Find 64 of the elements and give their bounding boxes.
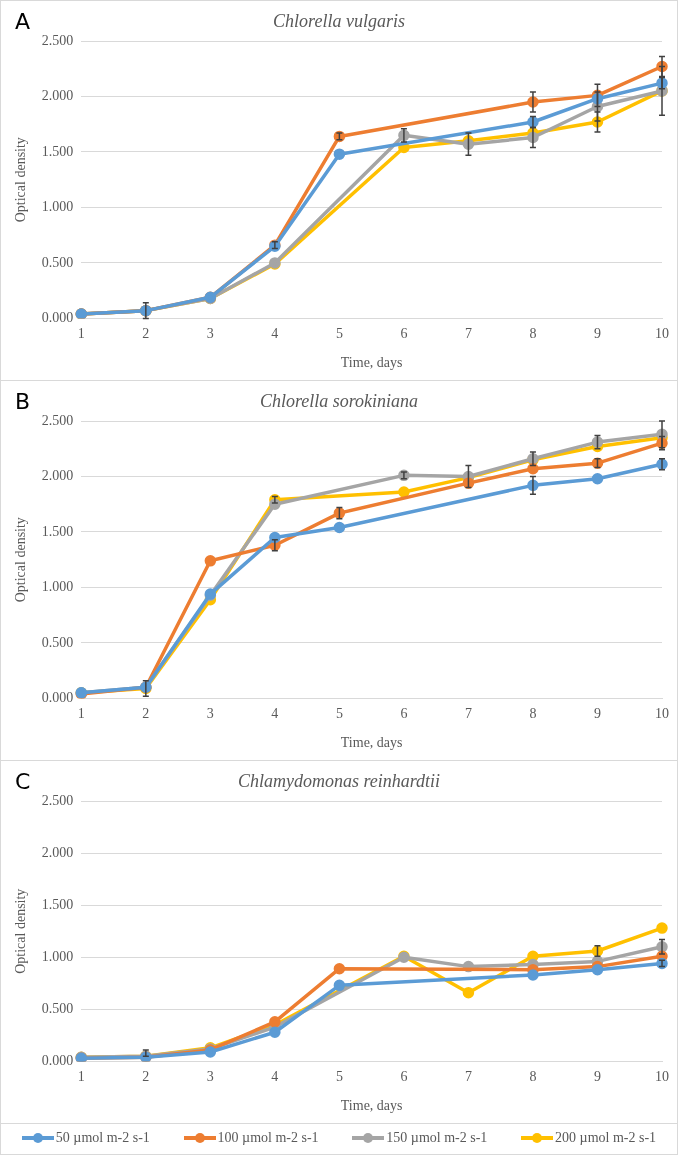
x-tick-label: 7 <box>464 706 472 722</box>
x-tick-label: 4 <box>271 326 279 342</box>
x-tick-label: 4 <box>271 706 279 722</box>
legend-label: 100 µmol m-2 s-1 <box>217 1130 319 1146</box>
y-tick-label: 1.000 <box>41 579 74 595</box>
y-tick-label: 2.500 <box>41 792 74 808</box>
x-tick-label: 1 <box>77 706 85 722</box>
x-tick-label: 5 <box>335 1069 343 1085</box>
x-tick-label: 3 <box>206 326 214 342</box>
legend-label: 150 µmol m-2 s-1 <box>386 1130 488 1146</box>
y-tick-label: 1.000 <box>41 948 74 964</box>
x-tick-label: 9 <box>593 1069 601 1085</box>
text: B <box>15 389 31 414</box>
x-tick-label: 2 <box>142 1069 150 1085</box>
x-tick-label: 2 <box>142 706 150 722</box>
x-tick-label: 2 <box>142 326 150 342</box>
y-tick-label: 1.500 <box>41 523 74 539</box>
x-tick-label: 3 <box>206 1069 214 1085</box>
y-tick-label: 0.000 <box>41 310 74 326</box>
x-axis-title: Time, days <box>340 1098 403 1114</box>
x-tick-label: 10 <box>655 706 669 722</box>
x-tick-label: 6 <box>400 326 408 342</box>
y-tick-label: 2.000 <box>41 88 74 104</box>
x-tick-label: 6 <box>400 706 408 722</box>
y-tick-label: 0.500 <box>41 254 74 270</box>
text: A <box>15 9 31 34</box>
x-tick-label: 1 <box>77 1069 85 1085</box>
chart-title: Chlorella sorokiniana <box>259 391 419 411</box>
legend-label: 200 µmol m-2 s-1 <box>555 1130 657 1146</box>
y-axis-title: Optical density <box>13 517 29 603</box>
y-tick-label: 1.500 <box>41 896 74 912</box>
x-tick-label: 7 <box>464 1069 472 1085</box>
x-tick-label: 9 <box>593 706 601 722</box>
x-tick-label: 8 <box>529 1069 537 1085</box>
y-axis-title: Optical density <box>13 137 29 223</box>
y-tick-label: 0.500 <box>41 1000 74 1016</box>
y-tick-label: 1.500 <box>41 143 74 159</box>
y-tick-label: 2.000 <box>41 844 74 860</box>
x-tick-label: 9 <box>593 326 601 342</box>
y-tick-label: 0.000 <box>41 1053 74 1069</box>
x-tick-label: 7 <box>464 326 472 342</box>
x-tick-label: 4 <box>271 1069 279 1085</box>
y-tick-label: 0.000 <box>41 690 74 706</box>
x-tick-label: 6 <box>400 1069 408 1085</box>
x-tick-label: 5 <box>335 706 343 722</box>
x-axis-title: Time, days <box>340 735 403 751</box>
x-tick-label: 10 <box>655 1069 669 1085</box>
x-tick-label: 1 <box>77 326 85 342</box>
y-tick-label: 2.000 <box>41 468 74 484</box>
legend-label: 50 µmol m-2 s-1 <box>55 1130 150 1146</box>
y-axis-title: Optical density <box>13 888 29 974</box>
y-tick-label: 2.500 <box>41 32 74 48</box>
x-tick-label: 8 <box>529 706 537 722</box>
y-tick-label: 2.500 <box>41 412 74 428</box>
x-tick-label: 8 <box>529 326 537 342</box>
x-tick-label: 10 <box>655 326 669 342</box>
chart-title: Chlorella vulgaris <box>273 11 405 31</box>
chart-title: Chlamydomonas reinhardtii <box>237 771 441 791</box>
y-tick-label: 1.000 <box>41 199 74 215</box>
x-axis-title: Time, days <box>340 355 403 371</box>
x-tick-label: 3 <box>206 706 214 722</box>
x-tick-label: 5 <box>335 326 343 342</box>
y-tick-label: 0.500 <box>41 634 74 650</box>
text: C <box>15 769 31 794</box>
